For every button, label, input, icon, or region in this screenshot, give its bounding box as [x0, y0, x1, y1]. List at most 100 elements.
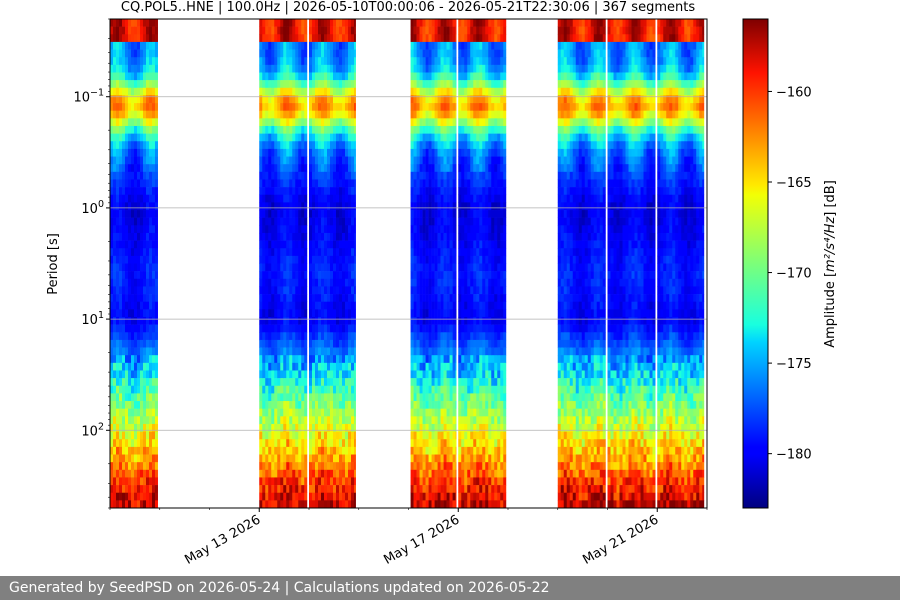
- psd-cell: [348, 271, 352, 280]
- psd-cell: [140, 202, 144, 211]
- psd-cell: [149, 80, 153, 89]
- psd-cell: [449, 41, 453, 50]
- psd-cell: [146, 210, 150, 218]
- psd-cell: [410, 477, 414, 486]
- psd-cell: [482, 210, 486, 218]
- psd-cell: [119, 95, 123, 104]
- psd-cell: [131, 80, 135, 89]
- psd-cell: [110, 118, 114, 127]
- psd-cell: [428, 232, 432, 241]
- psd-cell: [416, 339, 420, 348]
- psd-cell: [354, 95, 356, 104]
- psd-cell: [458, 19, 462, 27]
- psd-cell: [140, 278, 144, 287]
- psd-cell: [479, 263, 483, 272]
- psd-cell: [449, 378, 453, 387]
- psd-cell: [265, 49, 269, 58]
- psd-cell: [140, 164, 144, 173]
- psd-cell: [476, 339, 480, 348]
- psd-cell: [464, 110, 468, 119]
- psd-cell: [315, 286, 319, 295]
- psd-cell: [304, 271, 308, 280]
- psd-cell: [470, 179, 474, 188]
- psd-cell: [452, 309, 456, 318]
- psd-cell: [476, 431, 480, 440]
- psd-cell: [259, 34, 263, 43]
- psd-cell: [494, 385, 498, 394]
- psd-cell: [449, 294, 453, 302]
- psd-cell: [259, 125, 263, 134]
- psd-cell: [485, 339, 489, 348]
- psd-cell: [315, 232, 319, 241]
- psd-cell: [155, 431, 158, 440]
- psd-cell: [110, 64, 114, 73]
- psd-cell: [134, 87, 138, 96]
- psd-cell: [131, 133, 135, 142]
- psd-cell: [143, 393, 147, 402]
- psd-cell: [467, 34, 471, 43]
- psd-cell: [413, 286, 417, 295]
- psd-cell: [330, 355, 334, 364]
- psd-cell: [146, 423, 150, 432]
- psd-cell: [128, 462, 132, 471]
- psd-cell: [419, 446, 423, 455]
- psd-cell: [476, 248, 480, 257]
- psd-cell: [443, 217, 447, 226]
- psd-cell: [413, 232, 417, 241]
- psd-cell: [452, 469, 456, 478]
- psd-cell: [312, 347, 316, 356]
- psd-cell: [348, 179, 352, 188]
- psd-cell: [491, 41, 495, 50]
- psd-cell: [116, 179, 120, 188]
- psd-cell: [443, 232, 447, 241]
- psd-cell: [128, 378, 132, 387]
- psd-cell: [497, 462, 501, 471]
- psd-cell: [119, 202, 123, 211]
- psd-cell: [330, 271, 334, 280]
- psd-cell: [280, 431, 284, 440]
- psd-cell: [413, 240, 417, 249]
- psd-cell: [455, 454, 457, 463]
- psd-cell: [134, 446, 138, 455]
- psd-cell: [315, 439, 319, 448]
- psd-cell: [351, 72, 355, 81]
- psd-cell: [485, 95, 489, 104]
- psd-cell: [277, 370, 281, 379]
- psd-cell: [301, 179, 305, 188]
- psd-cell: [146, 41, 150, 50]
- psd-cell: [301, 26, 305, 35]
- psd-cell: [443, 316, 447, 325]
- psd-cell: [443, 454, 447, 463]
- psd-cell: [330, 57, 334, 66]
- psd-cell: [119, 423, 123, 432]
- psd-cell: [128, 393, 132, 402]
- psd-cell: [125, 187, 129, 196]
- psd-cell: [286, 324, 290, 333]
- psd-cell: [128, 148, 132, 157]
- psd-cell: [410, 339, 414, 348]
- psd-cell: [143, 378, 147, 387]
- psd-cell: [330, 118, 334, 127]
- psd-cell: [298, 225, 302, 234]
- psd-cell: [149, 263, 153, 272]
- psd-cell: [330, 324, 334, 333]
- psd-cell: [131, 87, 135, 96]
- psd-cell: [116, 164, 120, 173]
- psd-cell: [476, 462, 480, 471]
- psd-cell: [449, 95, 453, 104]
- psd-cell: [410, 164, 414, 173]
- psd-cell: [437, 294, 441, 302]
- psd-cell: [324, 164, 328, 173]
- psd-cell: [140, 316, 144, 325]
- psd-cell: [146, 232, 150, 241]
- psd-cell: [277, 64, 281, 73]
- psd-cell: [271, 110, 275, 119]
- psd-cell: [280, 347, 284, 356]
- psd-cell: [485, 416, 489, 425]
- psd-cell: [312, 240, 316, 249]
- psd-cell: [410, 240, 414, 249]
- psd-cell: [277, 194, 281, 203]
- psd-cell: [428, 477, 432, 486]
- psd-cell: [134, 408, 138, 417]
- psd-cell: [321, 103, 325, 111]
